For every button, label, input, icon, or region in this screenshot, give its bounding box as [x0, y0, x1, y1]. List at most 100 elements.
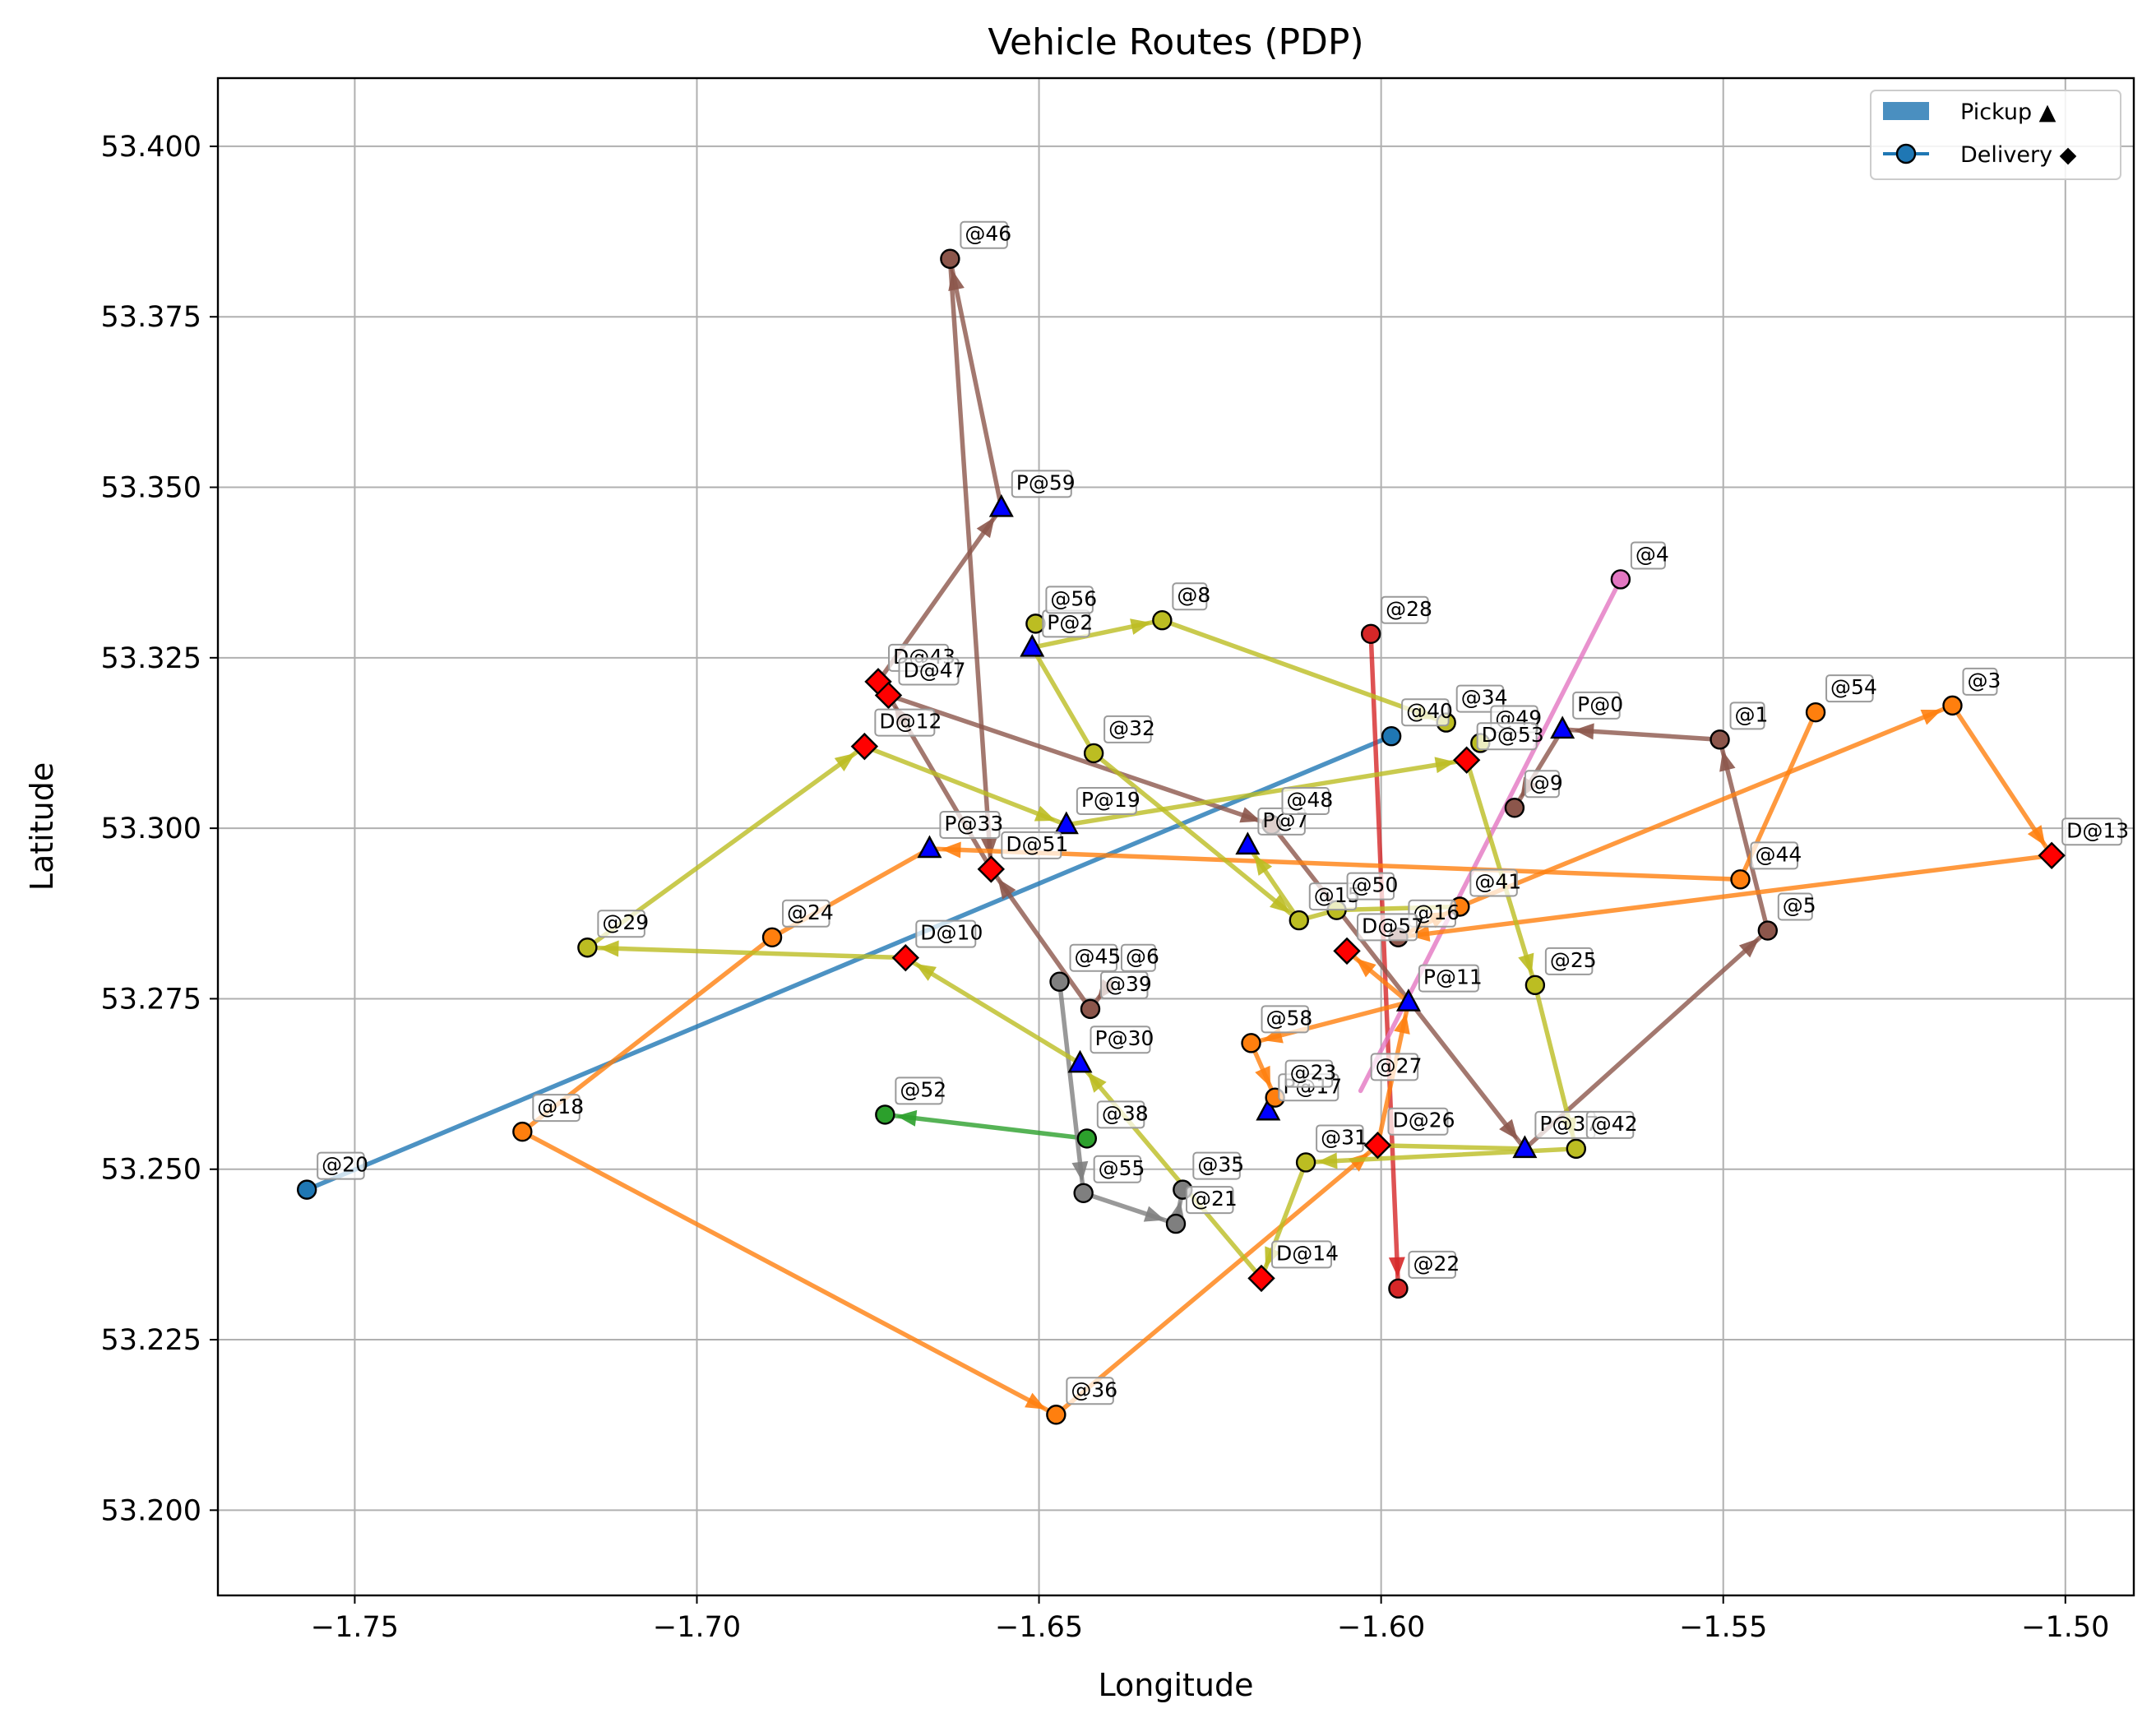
x-tick-label: −1.70	[653, 1611, 741, 1644]
point-label: @16	[1413, 901, 1460, 924]
point-label: @3	[1967, 669, 2001, 692]
point-label: @45	[1075, 945, 1122, 969]
point-label-box	[1825, 674, 1874, 703]
point-label: @1	[1735, 702, 1769, 726]
route-node-marker	[1295, 1152, 1316, 1173]
y-tick-label: 53.350	[101, 472, 201, 505]
point-label: @18	[537, 1095, 584, 1118]
route-segment	[862, 743, 1069, 827]
y-tick-label: 53.375	[101, 301, 201, 334]
route-segment	[947, 256, 994, 872]
route-node-marker	[1080, 998, 1101, 1020]
route-node-marker	[296, 1179, 317, 1200]
legend-delivery-label: Delivery ◆	[1960, 142, 2077, 168]
pickup-marker	[1256, 1097, 1281, 1121]
route-node-marker	[1710, 729, 1730, 750]
point-label-box	[1455, 684, 1505, 713]
route-segment	[1395, 853, 2054, 940]
point-label: @8	[1177, 583, 1210, 607]
route-node-marker	[940, 248, 960, 269]
route-arrowhead	[1130, 618, 1151, 635]
y-tick-label: 53.300	[101, 813, 201, 845]
x-tick-label: −1.65	[995, 1611, 1083, 1644]
route-arrowhead	[941, 841, 961, 859]
point-label: @25	[1550, 948, 1597, 972]
point-label-box	[898, 657, 960, 686]
point-label-box	[915, 919, 977, 948]
delivery-marker	[850, 732, 879, 761]
point-label-box	[939, 811, 1001, 840]
point-label: P@19	[1081, 788, 1140, 812]
point-label: @56	[1050, 586, 1097, 610]
point-label: P@2	[1047, 610, 1093, 634]
route-segment	[903, 955, 1083, 1066]
point-label-box	[895, 1076, 943, 1105]
point-label: P@33	[944, 812, 1003, 836]
pickup-marker	[988, 493, 1014, 517]
route-arrowhead	[1719, 750, 1736, 772]
point-label-box	[1962, 667, 1998, 696]
route-arrowhead	[1087, 1072, 1107, 1093]
y-tick-label: 53.250	[101, 1154, 201, 1187]
point-label: @21	[1191, 1187, 1238, 1211]
route-arrowhead	[834, 752, 856, 772]
point-label: @36	[1071, 1377, 1117, 1401]
point-label: @54	[1830, 675, 1877, 699]
point-label: D@13	[2066, 818, 2129, 842]
point-label-box	[1469, 868, 1518, 897]
pickup-marker	[1395, 989, 1421, 1012]
point-label-box	[1261, 1005, 1310, 1034]
point-label: @39	[1105, 972, 1152, 996]
point-label: D@53	[1482, 723, 1544, 747]
point-label: @50	[1352, 873, 1399, 897]
route-segment	[304, 734, 1394, 1192]
route-arrowhead	[1239, 807, 1261, 823]
point-label: D@57	[1362, 914, 1424, 938]
point-label: D@14	[1276, 1241, 1339, 1265]
route-arrowhead	[1499, 1118, 1518, 1140]
pickup-marker	[917, 835, 942, 859]
route-segment	[927, 846, 1743, 882]
route-segment	[1029, 645, 1096, 756]
route-segment	[1717, 737, 1770, 933]
route-node-marker	[512, 1121, 533, 1142]
point-label-box	[1192, 1151, 1241, 1180]
plot-frame	[216, 76, 2135, 1597]
route-arrowhead	[1388, 1257, 1405, 1277]
point-label-box	[1120, 943, 1156, 972]
point-label-box	[1011, 470, 1072, 498]
point-label: @5	[1783, 894, 1816, 918]
route-arrowhead	[1394, 1013, 1410, 1035]
point-label: @46	[965, 222, 1011, 246]
route-node-marker	[1049, 971, 1070, 992]
route-arrowhead	[1025, 1392, 1047, 1410]
point-label: @22	[1413, 1252, 1460, 1276]
route-segment	[882, 1112, 1090, 1141]
route-arrowhead	[2027, 825, 2046, 846]
point-label-box	[1585, 1110, 1635, 1139]
y-tick-label: 53.400	[101, 131, 201, 164]
point-label: @6	[1126, 945, 1159, 969]
point-label: P@59	[1016, 470, 1076, 494]
delivery-marker	[2038, 841, 2066, 870]
point-labels: P@0 @1P@2@3@4@5@6P@7@8@9D@10P@11D@12D@13D…	[317, 220, 2129, 1405]
route-arrowhead	[1518, 952, 1534, 975]
route-node-marker	[761, 927, 783, 948]
route-arrowhead	[1920, 709, 1942, 725]
point-label-box	[1387, 1107, 1449, 1136]
point-label: P@0	[1577, 692, 1623, 716]
y-axis-label: Latitude	[24, 762, 60, 891]
route-node-marker	[1504, 798, 1525, 818]
route-arrowhead	[1434, 757, 1455, 774]
point-label-box	[317, 1151, 365, 1180]
route-segment	[1091, 751, 1302, 923]
point-label: @29	[602, 910, 649, 934]
route-segment	[947, 256, 1004, 511]
x-tick-label: −1.75	[311, 1611, 399, 1644]
route-arrowhead	[1034, 805, 1056, 822]
route-arrowhead	[1071, 1160, 1089, 1182]
point-label-box	[1099, 970, 1149, 999]
route-arrowhead	[599, 940, 619, 957]
pickup-marker	[1067, 1049, 1093, 1073]
point-label: @35	[1197, 1153, 1244, 1177]
